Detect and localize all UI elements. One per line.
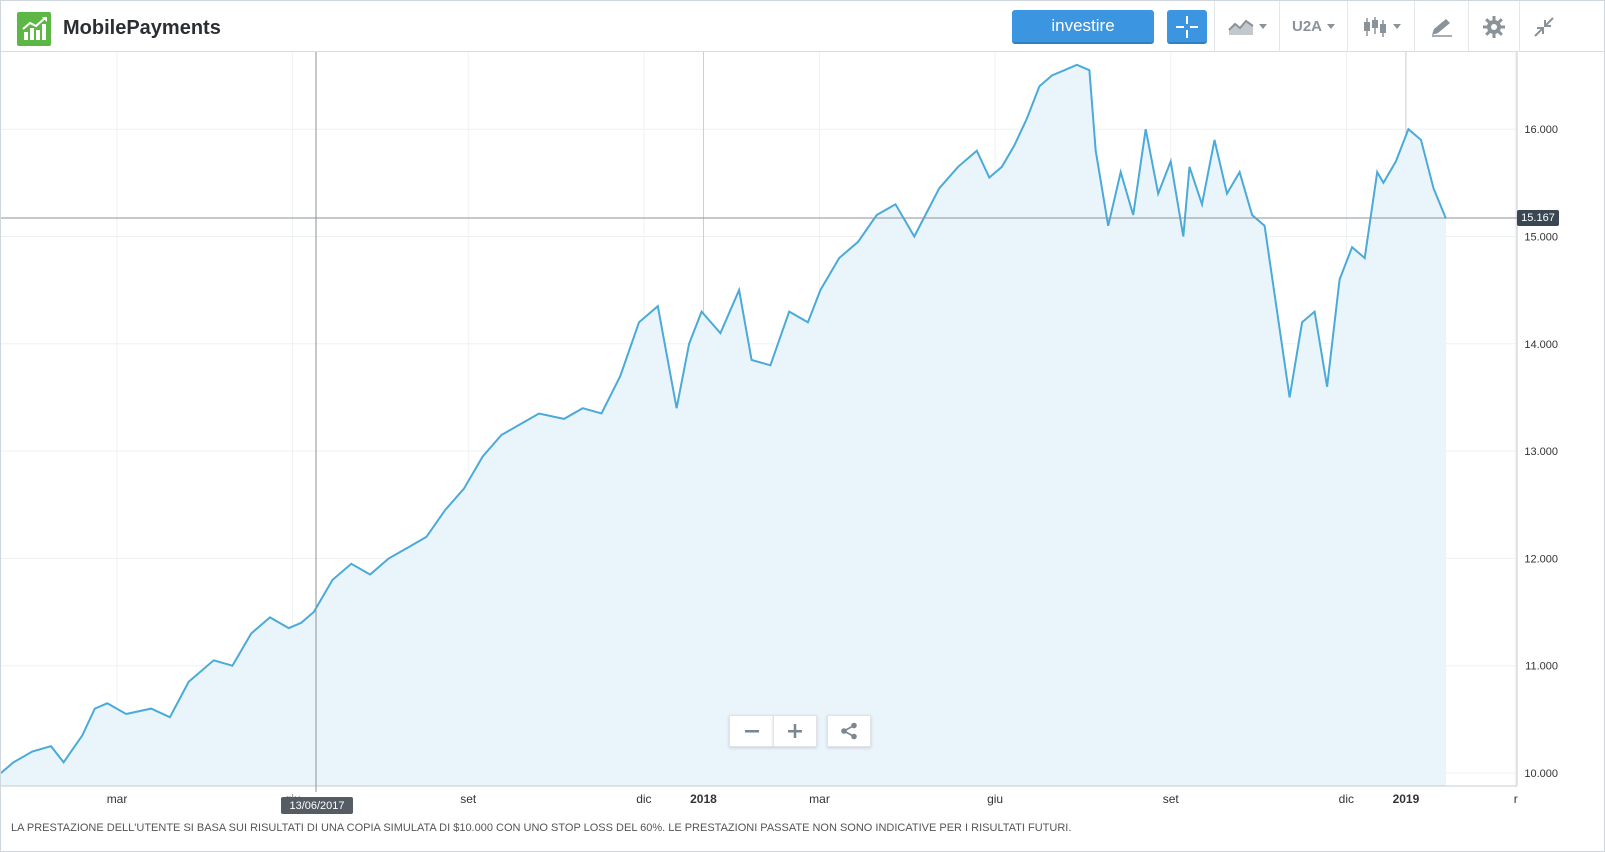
- candles-dropdown[interactable]: [1347, 1, 1414, 52]
- gear-icon: [1483, 15, 1505, 38]
- line-chart-icon: [1227, 19, 1254, 35]
- performance-area: [1, 64, 1446, 787]
- draw-button[interactable]: [1414, 1, 1468, 52]
- y-tick-label: 13.000: [1524, 446, 1558, 458]
- settings-button[interactable]: [1468, 1, 1519, 52]
- toolbar: MobilePayments investire U2A: [1, 1, 1604, 52]
- interval-label: U2A: [1291, 18, 1322, 35]
- share-button[interactable]: [827, 715, 871, 747]
- zoom-out-button[interactable]: [729, 715, 773, 747]
- chevron-down-icon: [1258, 24, 1267, 29]
- disclaimer-text: LA PRESTAZIONE DELL'UTENTE SI BASA SUI R…: [11, 822, 1072, 834]
- crosshair-button[interactable]: [1167, 10, 1207, 44]
- price-chart[interactable]: margiusetdic2018margiusetdic2019r 10.000…: [1, 52, 1604, 816]
- collapse-button[interactable]: [1519, 1, 1567, 52]
- y-tick-label: 14.000: [1524, 339, 1558, 351]
- y-tick-label: 15.000: [1524, 232, 1558, 244]
- x-tick-label: set: [460, 792, 477, 806]
- x-tick-label: mar: [809, 792, 830, 806]
- chevron-down-icon: [1327, 24, 1335, 29]
- page-title: MobilePayments: [63, 17, 221, 39]
- crosshair-icon: [1176, 16, 1198, 38]
- y-tick-label: 11.000: [1525, 661, 1558, 673]
- minus-icon: [744, 730, 759, 733]
- x-tick-label: dic: [636, 792, 651, 806]
- plus-icon: [788, 724, 802, 738]
- zoom-in-button[interactable]: [773, 715, 817, 747]
- y-tick-label: 10.000: [1524, 768, 1558, 780]
- y-tick-label: 12.000: [1524, 553, 1558, 565]
- y-tick-label: 16.000: [1524, 124, 1558, 136]
- crosshair-date-label: 13/06/2017: [281, 797, 353, 814]
- performance-line: [1, 63, 1447, 774]
- x-tick-label: mar: [107, 792, 128, 806]
- chevron-down-icon: [1392, 24, 1401, 29]
- x-tick-label: dic: [1339, 792, 1354, 806]
- invest-button[interactable]: investire: [1012, 10, 1154, 44]
- interval-dropdown[interactable]: U2A: [1279, 1, 1347, 52]
- current-price-label: 15.167: [1517, 210, 1559, 226]
- candlestick-icon: [1363, 16, 1386, 37]
- logo: [17, 12, 51, 46]
- x-tick-label: giu: [987, 792, 1003, 806]
- x-tick-label: 2018: [690, 792, 717, 806]
- chart-growth-icon: [22, 17, 47, 40]
- x-tick-label: set: [1163, 792, 1180, 806]
- x-tick-label: 2019: [1393, 792, 1420, 806]
- drawing-tool-icon: [1431, 18, 1452, 37]
- x-tick-label: r: [1514, 792, 1518, 806]
- collapse-icon: [1533, 16, 1554, 37]
- share-icon: [841, 722, 857, 740]
- chart-type-dropdown[interactable]: [1214, 1, 1279, 52]
- zoom-controls: [729, 715, 871, 747]
